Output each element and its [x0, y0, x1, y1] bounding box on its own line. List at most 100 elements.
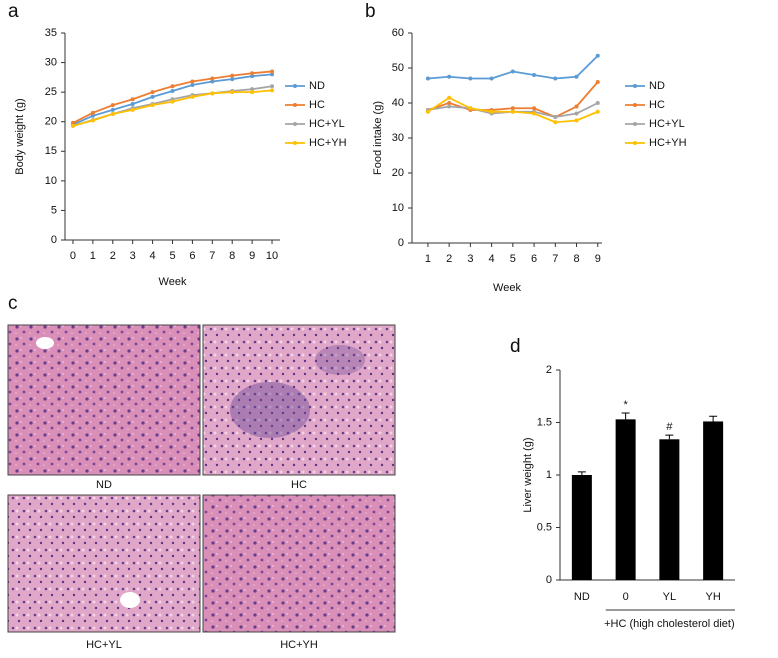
panel-letter: b — [365, 1, 376, 22]
point — [425, 76, 430, 81]
histology-images: c ND HC HC+YL HC+YH — [7, 293, 396, 651]
point — [270, 69, 275, 74]
y-tick-label: 40 — [392, 97, 404, 109]
legend-label: HC+YH — [309, 137, 347, 149]
x-tick-label: 0 — [70, 250, 76, 262]
point — [90, 118, 95, 123]
point — [447, 104, 452, 109]
point — [230, 73, 235, 78]
point — [270, 72, 275, 77]
histology-image — [7, 494, 201, 633]
y-tick-label: 60 — [392, 27, 404, 39]
point — [468, 106, 473, 111]
y-tick-label: 2 — [546, 364, 552, 376]
point — [489, 109, 494, 114]
point — [150, 103, 155, 108]
x-tick-label: 4 — [489, 253, 495, 265]
point — [90, 113, 95, 118]
histology-caption: HC — [291, 479, 307, 491]
series-line — [427, 55, 599, 80]
point — [510, 69, 515, 74]
bar — [571, 475, 592, 580]
point — [574, 111, 579, 116]
point — [210, 79, 215, 84]
point — [130, 101, 135, 106]
y-axis-label: Food intake (g) — [372, 101, 384, 175]
point — [190, 83, 195, 88]
point — [510, 109, 515, 114]
x-tick-label: YL — [663, 591, 676, 603]
point — [468, 76, 473, 81]
y-axis-label: Liver weight (g) — [522, 437, 534, 512]
group-label: +HC (high cholesterol diet) — [604, 618, 735, 630]
point — [250, 90, 255, 95]
y-axis-label: Body weight (g) — [14, 98, 26, 174]
x-tick-label: ND — [574, 591, 590, 603]
point — [574, 104, 579, 109]
point — [170, 88, 175, 93]
legend-marker — [633, 103, 637, 107]
point — [595, 53, 600, 58]
point — [510, 106, 515, 111]
point — [574, 74, 579, 79]
point — [532, 111, 537, 116]
y-tick-label: 15 — [45, 145, 57, 157]
vessel — [120, 592, 140, 608]
point — [230, 77, 235, 82]
legend-marker — [293, 141, 297, 145]
point — [210, 76, 215, 81]
legend-marker — [633, 141, 637, 145]
x-axis-label: Week — [493, 282, 521, 294]
error-bar — [577, 471, 586, 475]
y-tick-label: 30 — [45, 56, 57, 68]
legend-label: HC+YH — [649, 137, 687, 149]
x-tick-label: 1 — [425, 253, 431, 265]
legend-marker — [293, 84, 297, 88]
point — [230, 90, 235, 95]
legend-label: HC+YL — [649, 118, 685, 130]
legend-label: ND — [649, 80, 665, 92]
x-tick-label: 5 — [510, 253, 516, 265]
point — [270, 84, 275, 89]
point — [447, 74, 452, 79]
point — [130, 97, 135, 102]
vessel — [36, 337, 54, 349]
significance-marker: * — [623, 399, 628, 411]
y-tick-label: 10 — [392, 202, 404, 214]
histology-image — [202, 494, 396, 633]
bar — [703, 421, 724, 580]
point — [447, 101, 452, 105]
x-tick-label: 9 — [595, 253, 601, 265]
point — [574, 118, 579, 123]
y-tick-label: 50 — [392, 62, 404, 74]
point — [190, 79, 195, 84]
x-tick-label: 2 — [446, 253, 452, 265]
error-bar — [621, 412, 630, 420]
legend-label: HC+YL — [309, 118, 345, 130]
x-tick-label: 7 — [552, 253, 558, 265]
histology-image — [7, 324, 201, 476]
y-tick-label: 20 — [45, 116, 57, 128]
point — [250, 87, 255, 92]
point — [553, 76, 558, 81]
y-tick-label: 30 — [392, 132, 404, 144]
point — [130, 107, 135, 112]
histology-caption: HC+YL — [86, 639, 122, 651]
y-tick-label: 25 — [45, 86, 57, 98]
x-tick-label: YH — [705, 591, 720, 603]
error-bar — [709, 415, 718, 422]
point — [190, 94, 195, 99]
point — [447, 95, 452, 100]
x-tick-label: 6 — [531, 253, 537, 265]
legend-marker — [293, 103, 297, 107]
y-tick-label: 20 — [392, 167, 404, 179]
panel-letter: d — [510, 336, 521, 357]
y-tick-label: 1 — [546, 469, 552, 481]
x-tick-label: 9 — [249, 250, 255, 262]
point — [595, 101, 600, 105]
point — [90, 110, 95, 115]
y-tick-label: 0 — [398, 237, 404, 249]
x-tick-label: 1 — [90, 250, 96, 262]
point — [532, 73, 537, 77]
significance-marker: # — [666, 421, 673, 433]
